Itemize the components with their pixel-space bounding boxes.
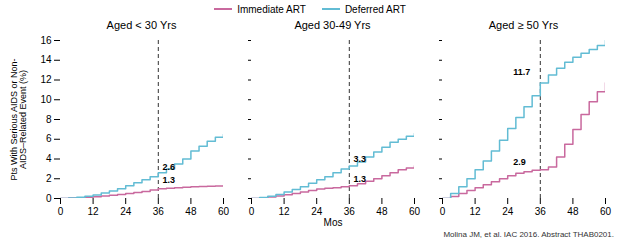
svg-text:1.3: 1.3 — [353, 174, 366, 184]
html-text:Aged 30-49 Yrs: Aged 30-49 Yrs — [294, 19, 371, 31]
svg-text:4: 4 — [46, 153, 52, 164]
svg-text:12: 12 — [40, 74, 52, 85]
svg-text:36: 36 — [535, 206, 547, 217]
html-text:Deferred ART: Deferred ART — [344, 3, 406, 15]
svg-text:12: 12 — [88, 206, 100, 217]
svg-text:12: 12 — [470, 206, 482, 217]
svg-text:0: 0 — [46, 193, 52, 204]
svg-text:0: 0 — [249, 206, 255, 217]
svg-text:60: 60 — [218, 206, 230, 217]
svg-text:0: 0 — [58, 206, 64, 217]
svg-text:48: 48 — [567, 206, 579, 217]
svg-text:48: 48 — [185, 206, 197, 217]
html-text:Molina JM, et al. IAC 2016. Ab: Molina JM, et al. IAC 2016. Abstract THA… — [443, 230, 614, 239]
svg-text:60: 60 — [600, 206, 612, 217]
svg-text:2: 2 — [46, 173, 52, 184]
svg-text:0: 0 — [440, 206, 446, 217]
svg-text:24: 24 — [311, 206, 323, 217]
svg-text:36: 36 — [153, 206, 165, 217]
svg-text:2.9: 2.9 — [513, 157, 526, 167]
svg-text:2.6: 2.6 — [162, 162, 175, 172]
svg-text:12: 12 — [279, 206, 291, 217]
html-text:Aged ≥ 50 Yrs: Aged ≥ 50 Yrs — [488, 19, 559, 31]
svg-text:60: 60 — [409, 206, 421, 217]
svg-text:48: 48 — [376, 206, 388, 217]
svg-text:36: 36 — [344, 206, 356, 217]
svg-text:3.3: 3.3 — [353, 154, 366, 164]
svg-text:16: 16 — [40, 35, 52, 46]
svg-text:24: 24 — [502, 206, 514, 217]
svg-text:1.3: 1.3 — [162, 175, 175, 185]
svg-text:8: 8 — [46, 114, 52, 125]
svg-text:Pts With Serious AIDS or Non-A: Pts With Serious AIDS or Non-AIDS–Relate… — [9, 58, 28, 180]
svg-text:6: 6 — [46, 133, 52, 144]
svg-text:14: 14 — [40, 54, 52, 65]
html-text:Aged < 30 Yrs: Aged < 30 Yrs — [106, 19, 177, 31]
svg-text:Mos: Mos — [324, 217, 343, 228]
svg-text:24: 24 — [120, 206, 132, 217]
svg-text:11.7: 11.7 — [513, 67, 530, 77]
html-text:Immediate ART: Immediate ART — [237, 3, 306, 15]
svg-text:10: 10 — [40, 94, 52, 105]
